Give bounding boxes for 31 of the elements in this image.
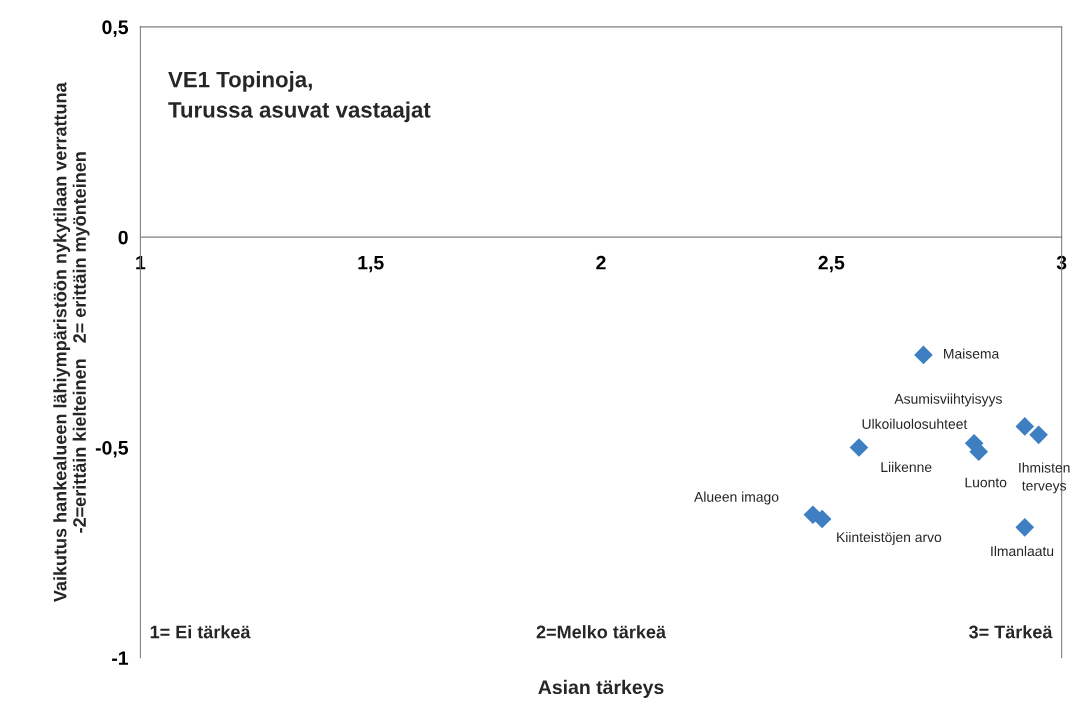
point xyxy=(1015,518,1035,537)
point xyxy=(1015,417,1035,436)
annotation: Kiinteistöjen arvo xyxy=(837,531,942,545)
annotation: 1= Ei tärkeä xyxy=(150,625,251,639)
x-tick-label: 2,5 xyxy=(818,255,845,273)
annotation: Maisema xyxy=(944,348,1000,359)
point xyxy=(1029,425,1048,445)
point xyxy=(969,442,989,461)
annotation: 2=Melko tärkeä xyxy=(536,625,667,639)
annotation: Luonto xyxy=(965,477,1007,488)
x-tick-label: 1,5 xyxy=(358,255,384,273)
y-tick-label: -0,5 xyxy=(95,440,129,458)
x-tick-label: 2 xyxy=(596,255,606,270)
text: VE1 Topinoja, Turussa asuvat vastaajat xyxy=(168,71,431,123)
annotation: Alueen imago xyxy=(694,491,779,505)
x-axis-title: Asian tärkeys xyxy=(538,679,664,698)
annotation: 3= Tärkeä xyxy=(969,625,1053,639)
annotation: Ilmanlaatu xyxy=(991,545,1054,557)
annotation: Liikenne xyxy=(881,461,932,473)
point xyxy=(849,438,869,457)
annotation: Asumisviihtyisyys xyxy=(894,393,1002,407)
y-tick-label: 0,5 xyxy=(102,20,129,37)
y-tick-label: 0 xyxy=(118,230,128,245)
annotation: Ihmisten terveys xyxy=(1019,462,1070,494)
x-tick-label: 3 xyxy=(1056,255,1067,270)
point xyxy=(812,509,832,529)
y-axis-title: Vaikutus hankealueen lähiympäristöön nykytilaan verrattuna -2=erittäin kielteinen 2= erittäin myönteinen xyxy=(53,82,90,603)
x-tick-label: 1 xyxy=(136,255,146,270)
y-tick-label: -1 xyxy=(112,651,129,665)
point xyxy=(914,345,933,365)
annotation: Ulkoiluolosuhteet xyxy=(862,418,968,429)
